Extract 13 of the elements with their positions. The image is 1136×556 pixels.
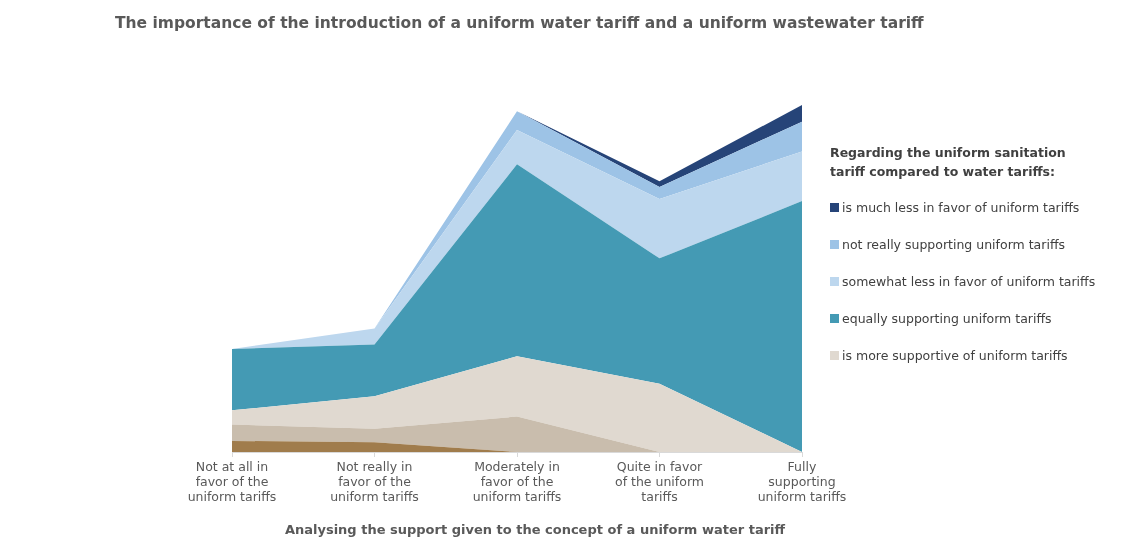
x-tick-label: Not at all in favor of the uniform tariffs — [187, 458, 277, 504]
legend-label: somewhat less in favor of uniform tariffs — [842, 274, 1096, 289]
legend-label: is much less in favor of uniform tariffs — [842, 200, 1080, 215]
x-tick-label: Quite in favor of the uniform tariffs — [615, 458, 704, 504]
legend-label: is more supportive of uniform tariffs — [842, 348, 1068, 363]
x-tick-label: Not really in favor of the uniform tariffs — [330, 458, 419, 504]
x-tick-label: Moderately in favor of the uniform tariffs — [472, 458, 562, 504]
x-tick-label: Fully supporting uniform tariffs — [757, 458, 847, 504]
legend-title: Regarding the uniform sanitation tariff compared to water tariffs: — [830, 144, 1067, 181]
legend-label: equally supporting uniform tariffs — [842, 311, 1052, 326]
legend-label: not really supporting uniform tariffs — [842, 237, 1066, 252]
chart-title: The importance of the introduction of a uniform water tariff and a uniform wastewater tariff — [115, 14, 924, 32]
x-axis-title: Analysing the support given to the concept of a uniform water tariff — [283, 522, 787, 537]
